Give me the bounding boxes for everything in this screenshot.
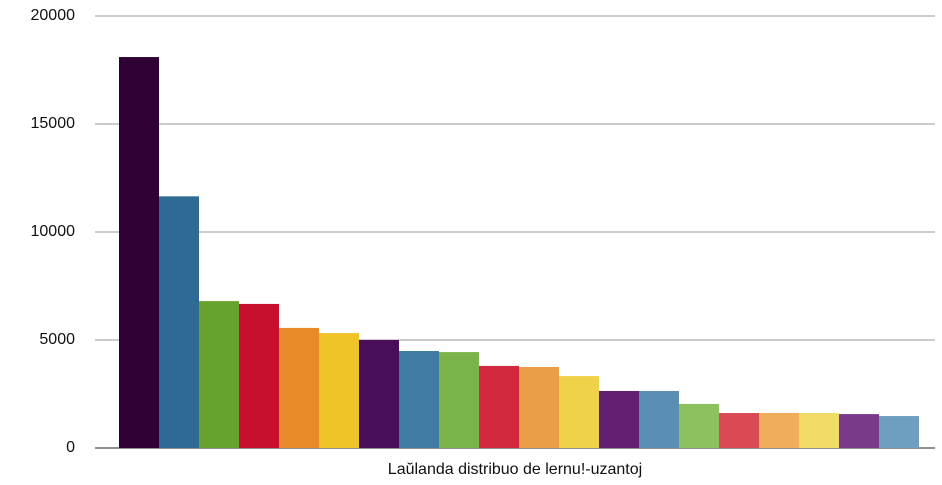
y-tick-label: 20000 <box>31 7 76 24</box>
bar <box>599 390 639 448</box>
bar <box>439 352 479 448</box>
bar <box>839 414 879 448</box>
x-axis-label: Laŭlanda distribuo de lernu!-uzantoj <box>388 461 642 478</box>
bar <box>359 340 399 448</box>
bar <box>239 303 279 448</box>
bar <box>399 351 439 448</box>
bar <box>719 413 759 448</box>
bar <box>479 365 519 448</box>
bar <box>319 333 359 448</box>
y-tick-label: 5000 <box>39 331 75 348</box>
bar <box>159 196 199 448</box>
y-tick-label: 0 <box>66 439 75 456</box>
y-tick-label: 15000 <box>31 115 76 132</box>
bar <box>279 327 319 448</box>
bar <box>879 416 919 448</box>
y-tick-label: 10000 <box>31 223 76 240</box>
bar <box>559 376 599 448</box>
bar <box>199 301 239 448</box>
bar <box>679 403 719 448</box>
bar <box>799 413 839 448</box>
bar <box>519 367 559 448</box>
bar <box>759 413 799 448</box>
bar <box>639 390 679 448</box>
bar <box>119 57 159 448</box>
